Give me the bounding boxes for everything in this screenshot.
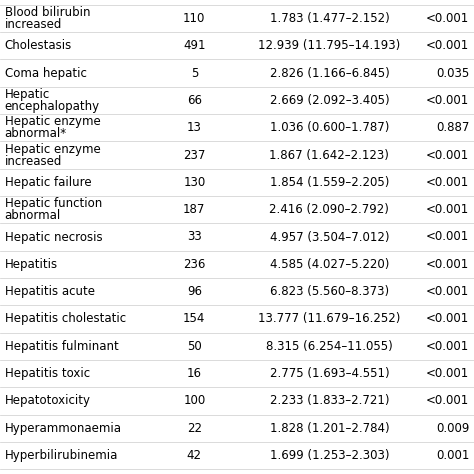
Text: 491: 491 [183, 39, 206, 52]
Text: encephalopathy: encephalopathy [5, 100, 100, 113]
Text: 6.823 (5.560–8.373): 6.823 (5.560–8.373) [270, 285, 389, 298]
Text: Hyperbilirubinemia: Hyperbilirubinemia [5, 449, 118, 462]
Text: 100: 100 [183, 394, 205, 408]
Text: 96: 96 [187, 285, 202, 298]
Text: 22: 22 [187, 422, 202, 435]
Text: <0.001: <0.001 [426, 258, 469, 271]
Text: 0.887: 0.887 [436, 121, 469, 134]
Text: 0.009: 0.009 [436, 422, 469, 435]
Text: 4.957 (3.504–7.012): 4.957 (3.504–7.012) [270, 230, 389, 244]
Text: Hepatotoxicity: Hepatotoxicity [5, 394, 91, 408]
Text: 16: 16 [187, 367, 202, 380]
Text: Hepatitis acute: Hepatitis acute [5, 285, 95, 298]
Text: 110: 110 [183, 12, 206, 25]
Text: <0.001: <0.001 [426, 12, 469, 25]
Text: 13: 13 [187, 121, 202, 134]
Text: 50: 50 [187, 340, 202, 353]
Text: 1.828 (1.201–2.784): 1.828 (1.201–2.784) [270, 422, 389, 435]
Text: 1.854 (1.559–2.205): 1.854 (1.559–2.205) [270, 176, 389, 189]
Text: 1.036 (0.600–1.787): 1.036 (0.600–1.787) [270, 121, 389, 134]
Text: <0.001: <0.001 [426, 394, 469, 408]
Text: Hepatic necrosis: Hepatic necrosis [5, 230, 102, 244]
Text: 42: 42 [187, 449, 202, 462]
Text: <0.001: <0.001 [426, 285, 469, 298]
Text: 1.699 (1.253–2.303): 1.699 (1.253–2.303) [270, 449, 389, 462]
Text: 0.001: 0.001 [436, 449, 469, 462]
Text: Blood bilirubin: Blood bilirubin [5, 6, 90, 19]
Text: 2.416 (2.090–2.792): 2.416 (2.090–2.792) [270, 203, 389, 216]
Text: Hepatitis cholestatic: Hepatitis cholestatic [5, 312, 126, 326]
Text: <0.001: <0.001 [426, 39, 469, 52]
Text: <0.001: <0.001 [426, 312, 469, 326]
Text: Coma hepatic: Coma hepatic [5, 66, 87, 80]
Text: 187: 187 [183, 203, 206, 216]
Text: 236: 236 [183, 258, 206, 271]
Text: 2.775 (1.693–4.551): 2.775 (1.693–4.551) [270, 367, 389, 380]
Text: Hepatic: Hepatic [5, 88, 50, 101]
Text: 154: 154 [183, 312, 206, 326]
Text: 13.777 (11.679–16.252): 13.777 (11.679–16.252) [258, 312, 401, 326]
Text: Hepatic failure: Hepatic failure [5, 176, 91, 189]
Text: Hepatic enzyme: Hepatic enzyme [5, 115, 100, 128]
Text: 130: 130 [183, 176, 205, 189]
Text: Hepatic enzyme: Hepatic enzyme [5, 143, 100, 155]
Text: increased: increased [5, 18, 62, 31]
Text: 237: 237 [183, 148, 206, 162]
Text: <0.001: <0.001 [426, 94, 469, 107]
Text: Hepatitis fulminant: Hepatitis fulminant [5, 340, 118, 353]
Text: Hepatitis toxic: Hepatitis toxic [5, 367, 90, 380]
Text: <0.001: <0.001 [426, 230, 469, 244]
Text: 2.669 (2.092–3.405): 2.669 (2.092–3.405) [270, 94, 389, 107]
Text: <0.001: <0.001 [426, 176, 469, 189]
Text: Hepatitis: Hepatitis [5, 258, 58, 271]
Text: 1.867 (1.642–2.123): 1.867 (1.642–2.123) [270, 148, 389, 162]
Text: 1.783 (1.477–2.152): 1.783 (1.477–2.152) [270, 12, 389, 25]
Text: 33: 33 [187, 230, 202, 244]
Text: <0.001: <0.001 [426, 340, 469, 353]
Text: <0.001: <0.001 [426, 203, 469, 216]
Text: Cholestasis: Cholestasis [5, 39, 72, 52]
Text: 2.233 (1.833–2.721): 2.233 (1.833–2.721) [270, 394, 389, 408]
Text: <0.001: <0.001 [426, 367, 469, 380]
Text: 8.315 (6.254–11.055): 8.315 (6.254–11.055) [266, 340, 393, 353]
Text: Hyperammonaemia: Hyperammonaemia [5, 422, 122, 435]
Text: 0.035: 0.035 [436, 66, 469, 80]
Text: abnormal*: abnormal* [5, 127, 67, 140]
Text: 4.585 (4.027–5.220): 4.585 (4.027–5.220) [270, 258, 389, 271]
Text: 5: 5 [191, 66, 198, 80]
Text: abnormal: abnormal [5, 209, 61, 222]
Text: 12.939 (11.795–14.193): 12.939 (11.795–14.193) [258, 39, 401, 52]
Text: 2.826 (1.166–6.845): 2.826 (1.166–6.845) [270, 66, 389, 80]
Text: <0.001: <0.001 [426, 148, 469, 162]
Text: increased: increased [5, 155, 62, 167]
Text: Hepatic function: Hepatic function [5, 197, 102, 210]
Text: 66: 66 [187, 94, 202, 107]
